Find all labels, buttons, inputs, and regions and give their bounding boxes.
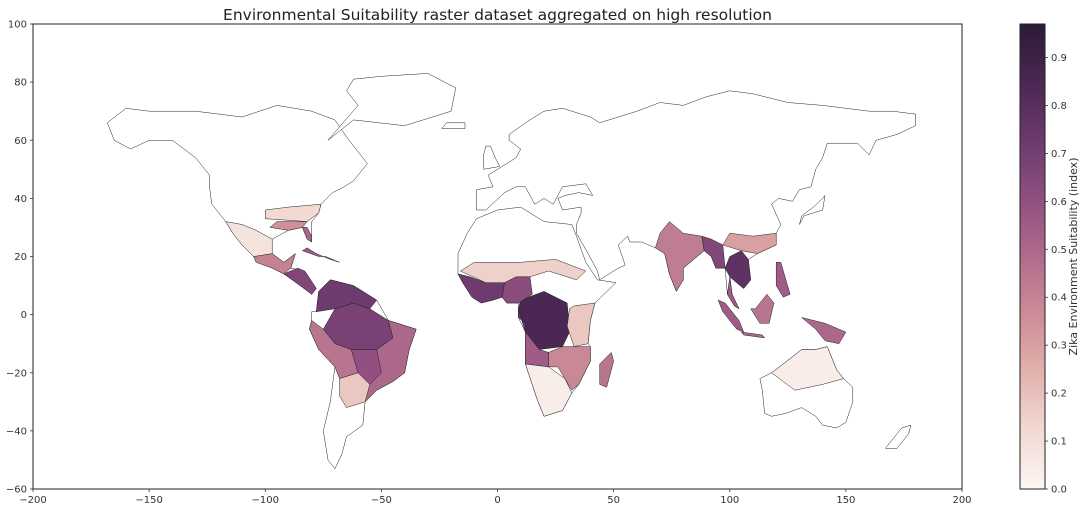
region-polygon: Northern Australia	[771, 346, 844, 391]
chart-title: Environmental Suitability raster dataset…	[223, 6, 772, 24]
landmass	[483, 145, 501, 170]
colorbar-ticks: 0.0 0.1 0.2 0.3 0.4 0.5 0.6 0.7 0.8 0.9	[1045, 53, 1067, 496]
landmass	[327, 73, 456, 141]
region-polygon: Madagascar	[599, 352, 614, 388]
colorbar-bar	[1019, 23, 1046, 490]
region-polygon: Bangladesh / Myanmar	[701, 235, 726, 269]
region-polygon: Malay Peninsula	[727, 276, 740, 310]
suitability-regions-layer: Central AfricaGabon / CongoAngolaNigeria…	[225, 203, 847, 417]
region-polygon: Borneo	[750, 294, 775, 324]
region-polygon: Philippines	[775, 262, 791, 298]
x-tick-label: 50	[607, 495, 620, 506]
y-tick-label: 80	[14, 78, 27, 89]
region-polygon: Northern South America	[316, 279, 377, 312]
region-polygon: India	[655, 221, 705, 292]
x-tick-label: 0	[494, 495, 500, 506]
region-polygon: New Guinea	[801, 317, 847, 344]
x-tick-label: 200	[952, 495, 971, 506]
region-polygon: Central America	[283, 267, 317, 295]
region-polygon: Gabon / Congo	[518, 308, 526, 333]
x-tick-label: −200	[19, 495, 46, 506]
region-polygon: Mexico	[225, 221, 273, 257]
colorbar-label: Zika Environment Suitability (index)	[1067, 158, 1080, 356]
colorbar-tick-label: 0.1	[1051, 437, 1067, 448]
region-polygon: Zambia / Mozambique	[548, 346, 591, 391]
colorbar-tick-label: 0.7	[1051, 149, 1067, 160]
landmass	[441, 122, 466, 129]
region-polygon: Ethiopia / Kenya / Tanzania	[566, 302, 596, 347]
colorbar-tick-label: 0.3	[1051, 341, 1067, 352]
colorbar: 0.0 0.1 0.2 0.3 0.4 0.5 0.6 0.7 0.8 0.9 Zika Envi…	[1019, 23, 1080, 496]
map-plot-area: Central AfricaGabon / CongoAngolaNigeria…	[33, 24, 962, 489]
region-polygon: Caribbean	[302, 247, 340, 263]
region-polygon: Java	[741, 331, 765, 339]
x-tick-label: −50	[371, 495, 392, 506]
x-axis: −200 −150 −100 −50 0 50 100 150 200	[19, 489, 972, 506]
y-tick-label: −20	[6, 368, 27, 379]
landmass	[885, 424, 912, 449]
region-polygon: South China	[722, 232, 777, 254]
region-polygon: Paraguay / N Argentina	[339, 372, 371, 408]
y-tick-label: 40	[14, 194, 27, 205]
colorbar-tick-label: 0.8	[1051, 101, 1067, 112]
y-axis: −60 −40 −20 0 20 40 60 80 100	[6, 20, 33, 496]
colorbar-tick-label: 0.9	[1051, 53, 1067, 64]
colorbar-tick-label: 0.6	[1051, 197, 1067, 208]
colorbar-tick-label: 0.4	[1051, 293, 1067, 304]
landmass	[799, 195, 826, 225]
region-polygon: US Gulf Coast	[269, 221, 308, 231]
x-tick-label: 100	[720, 495, 739, 506]
y-tick-label: 100	[8, 20, 27, 31]
y-tick-label: 60	[14, 136, 27, 147]
x-tick-label: −150	[135, 495, 162, 506]
y-tick-label: −40	[6, 426, 27, 437]
region-polygon: Southern Mexico	[253, 253, 296, 275]
region-polygon: Indochina	[724, 250, 751, 289]
region-polygon: Southern Africa	[525, 363, 573, 417]
region-polygon: West Africa coast	[457, 273, 505, 304]
region-polygon: Sumatra	[717, 299, 744, 333]
y-tick-label: 0	[21, 310, 27, 321]
region-polygon: Sahel	[460, 259, 587, 283]
y-tick-label: −60	[6, 485, 27, 496]
colorbar-tick-label: 0.2	[1051, 389, 1067, 400]
colorbar-tick-label: 0.0	[1051, 485, 1067, 496]
region-polygon: US Southeast	[265, 203, 322, 222]
x-tick-label: −100	[252, 495, 279, 506]
region-polygon: Florida	[302, 227, 312, 243]
x-tick-label: 150	[836, 495, 855, 506]
y-tick-label: 20	[14, 252, 27, 263]
colorbar-tick-label: 0.5	[1051, 245, 1067, 256]
